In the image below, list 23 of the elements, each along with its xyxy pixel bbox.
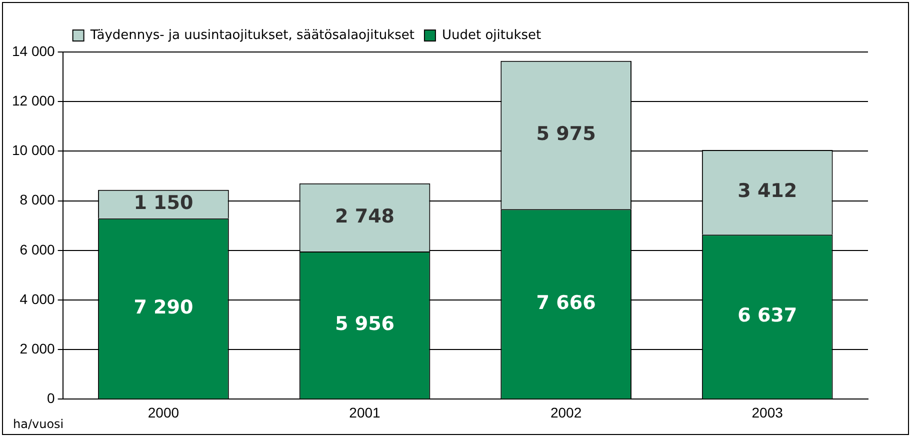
data-label: 2 748 — [335, 205, 395, 228]
x-tick-label: 2002 — [550, 404, 582, 420]
y-tick-label: 2 000 — [20, 340, 56, 356]
y-tick-label: 10 000 — [12, 142, 56, 158]
data-label: 1 150 — [134, 192, 194, 214]
data-label: 7 290 — [134, 296, 194, 318]
y-tick-label: 0 — [47, 390, 56, 406]
y-tick-label: 4 000 — [20, 290, 56, 307]
data-label: 7 666 — [536, 292, 596, 314]
y-axis-title: ha/vuosi — [13, 417, 64, 431]
data-label: 6 637 — [738, 304, 798, 327]
legend-label: Uudet ojitukset — [442, 28, 542, 43]
data-label: 5 956 — [335, 313, 395, 336]
y-tick-label: 6 000 — [20, 241, 56, 258]
y-tick-label: 8 000 — [20, 192, 56, 208]
y-tick-label: 12 000 — [12, 92, 56, 108]
data-label: 5 975 — [536, 122, 596, 145]
x-tick-label: 2001 — [349, 404, 381, 420]
x-tick-label: 2000 — [148, 404, 180, 420]
x-tick-label: 2003 — [752, 404, 784, 420]
legend-label: Täydennys- ja uusintaojitukset, säätösalaojitukset — [89, 28, 414, 43]
data-label: 3 412 — [738, 180, 798, 202]
y-tick-label: 14 000 — [12, 42, 56, 59]
